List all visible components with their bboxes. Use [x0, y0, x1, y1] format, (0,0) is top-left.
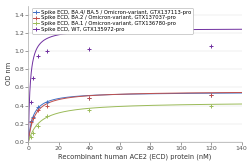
Y-axis label: OD nm: OD nm	[6, 62, 12, 85]
Point	[208, 93, 212, 96]
Point	[35, 109, 39, 112]
Point	[28, 101, 33, 103]
Point	[31, 116, 35, 119]
Point	[87, 109, 91, 112]
X-axis label: Recombinant human ACE2 (ECD) protein (nM): Recombinant human ACE2 (ECD) protein (nM…	[58, 154, 211, 161]
Point	[44, 114, 48, 117]
Point	[28, 135, 33, 138]
Point	[28, 121, 33, 123]
Point	[31, 77, 35, 80]
Point	[35, 124, 39, 127]
Point	[87, 97, 91, 100]
Point	[208, 93, 212, 96]
Point	[87, 97, 91, 100]
Point	[44, 101, 48, 103]
Point	[44, 104, 48, 107]
Point	[31, 132, 35, 134]
Point	[35, 54, 39, 57]
Point	[208, 44, 212, 47]
Point	[35, 106, 39, 109]
Point	[28, 120, 33, 122]
Point	[208, 104, 212, 107]
Legend: Spike ECD, BA.4/ BA.5 / Omicron-variant, GTX137113-pro, Spike ECD, BA.2 / Omicro: Spike ECD, BA.4/ BA.5 / Omicron-variant,…	[32, 8, 192, 34]
Point	[31, 117, 35, 120]
Point	[44, 50, 48, 52]
Point	[87, 48, 91, 50]
